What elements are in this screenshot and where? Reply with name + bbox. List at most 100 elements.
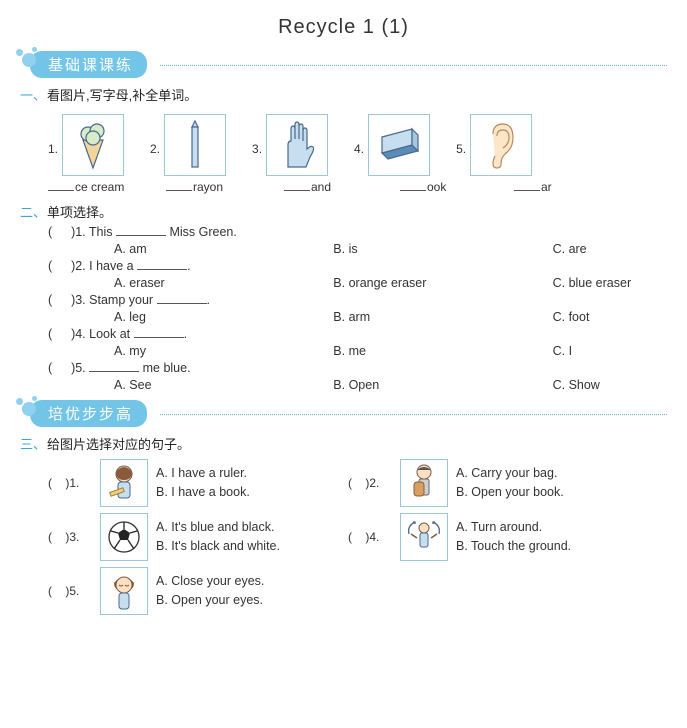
q-number: )2. xyxy=(71,259,86,273)
part1-item: 5. xyxy=(456,114,532,176)
mc-question: ( )2. I have a . xyxy=(48,259,667,273)
answer-paren[interactable]: ( xyxy=(48,293,71,307)
option-b[interactable]: B. me xyxy=(333,344,552,358)
part1-item: 4. xyxy=(354,114,430,176)
answer-paren[interactable]: ( )2. xyxy=(348,476,392,490)
answer-paren[interactable]: ( )4. xyxy=(348,530,392,544)
answer-paren[interactable]: ( xyxy=(48,259,71,273)
word-blank[interactable]: ar xyxy=(514,180,592,194)
pic-options: A. Carry your bag. B. Open your book. xyxy=(456,464,564,502)
option-a[interactable]: A. eraser xyxy=(114,276,333,290)
ear-icon xyxy=(470,114,532,176)
turn-around-icon xyxy=(400,513,448,561)
answer-paren[interactable]: ( )1. xyxy=(48,476,92,490)
bubble-deco-icon xyxy=(16,45,42,71)
part1-item: 1. xyxy=(48,114,124,176)
mc-options: A. am B. is C. are xyxy=(114,242,667,256)
word-blank[interactable]: and xyxy=(284,180,362,194)
worksheet-page: Recycle 1 (1) 基础课课练 一、看图片,写字母,补全单词。 1. 2… xyxy=(0,0,687,641)
pic-option-a[interactable]: A. It's blue and black. xyxy=(156,518,280,537)
item-index: 1. xyxy=(48,142,58,156)
pic-option-a[interactable]: A. Carry your bag. xyxy=(456,464,564,483)
part1-word-row: ce cream rayon and ook ar xyxy=(20,178,667,198)
q-stem: Stamp your . xyxy=(89,293,210,307)
pic-options: A. Close your eyes. B. Open your eyes. xyxy=(156,572,264,610)
option-c[interactable]: C. blue eraser xyxy=(553,276,667,290)
football-icon xyxy=(100,513,148,561)
word-suffix: ce cream xyxy=(75,180,124,194)
pic-option-a[interactable]: A. Close your eyes. xyxy=(156,572,264,591)
word-blank[interactable]: ce cream xyxy=(48,180,126,194)
part1-image-row: 1. 2. 3. 4. 5. xyxy=(20,108,667,178)
pic-pair: ( )5. A. Close your eyes. B. Open your e… xyxy=(48,567,348,615)
option-c[interactable]: C. are xyxy=(553,242,667,256)
close-eyes-icon xyxy=(100,567,148,615)
option-b[interactable]: B. Open xyxy=(333,378,552,392)
mc-options: A. eraser B. orange eraser C. blue erase… xyxy=(114,276,667,290)
pic-option-a[interactable]: A. Turn around. xyxy=(456,518,571,537)
option-c[interactable]: C. foot xyxy=(553,310,667,324)
section-badge-basic: 基础课课练 xyxy=(30,51,147,78)
pic-pair: ( )2. A. Carry your bag. B. Open your bo… xyxy=(348,459,648,507)
word-suffix: ar xyxy=(541,180,552,194)
option-b[interactable]: B. arm xyxy=(333,310,552,324)
option-a[interactable]: A. See xyxy=(114,378,333,392)
word-suffix: rayon xyxy=(193,180,223,194)
mc-question: ( )5. me blue. xyxy=(48,361,667,375)
page-title: Recycle 1 (1) xyxy=(20,16,667,39)
answer-paren[interactable]: ( )5. xyxy=(48,584,92,598)
mc-question: ( )3. Stamp your . xyxy=(48,293,667,307)
pic-row: ( )3. A. It's blue and black. B. It's bl… xyxy=(48,513,667,561)
pic-option-b[interactable]: B. Open your book. xyxy=(456,483,564,502)
option-b[interactable]: B. orange eraser xyxy=(333,276,552,290)
word-suffix: ook xyxy=(427,180,446,194)
option-a[interactable]: A. my xyxy=(114,344,333,358)
section-header-advanced: 培优步步高 xyxy=(20,400,667,430)
mc-question: ( )4. Look at . xyxy=(48,327,667,341)
option-a[interactable]: A. am xyxy=(114,242,333,256)
pic-option-b[interactable]: B. It's black and white. xyxy=(156,537,280,556)
word-suffix: and xyxy=(311,180,331,194)
pic-pair: ( )3. A. It's blue and black. B. It's bl… xyxy=(48,513,348,561)
part1-item: 3. xyxy=(252,114,328,176)
pic-option-b[interactable]: B. Open your eyes. xyxy=(156,591,264,610)
pic-options: A. It's blue and black. B. It's black an… xyxy=(156,518,280,556)
answer-paren[interactable]: ( xyxy=(48,225,71,239)
q-stem: I have a . xyxy=(89,259,190,273)
pic-option-b[interactable]: B. Touch the ground. xyxy=(456,537,571,556)
section-header-basic: 基础课课练 xyxy=(20,51,667,81)
part2-text: 单项选择。 xyxy=(47,205,112,220)
answer-paren[interactable]: ( xyxy=(48,327,71,341)
girl-ruler-icon xyxy=(100,459,148,507)
answer-paren[interactable]: ( )3. xyxy=(48,530,92,544)
item-index: 4. xyxy=(354,142,364,156)
answer-paren[interactable]: ( xyxy=(48,361,71,375)
part2-heading: 二、单项选择。 xyxy=(20,202,667,221)
pic-option-b[interactable]: B. I have a book. xyxy=(156,483,250,502)
pic-row: ( )1. A. I have a ruler. B. I have a boo… xyxy=(48,459,667,507)
part3-heading: 三、给图片选择对应的句子。 xyxy=(20,434,667,453)
option-b[interactable]: B. is xyxy=(333,242,552,256)
crayon-icon xyxy=(164,114,226,176)
picture-match-block: ( )1. A. I have a ruler. B. I have a boo… xyxy=(20,459,667,615)
option-c[interactable]: C. I xyxy=(553,344,667,358)
section-badge-advanced: 培优步步高 xyxy=(30,400,147,427)
option-a[interactable]: A. leg xyxy=(114,310,333,324)
part3-text: 给图片选择对应的句子。 xyxy=(47,437,190,452)
option-c[interactable]: C. Show xyxy=(553,378,667,392)
mc-question: ( )1. This Miss Green. xyxy=(48,225,667,239)
pic-options: A. I have a ruler. B. I have a book. xyxy=(156,464,250,502)
pic-row: ( )5. A. Close your eyes. B. Open your e… xyxy=(48,567,667,615)
pic-pair: ( )4. A. Turn around. B. Touch the groun… xyxy=(348,513,648,561)
q-stem: me blue. xyxy=(89,361,190,375)
q-number: )4. xyxy=(71,327,86,341)
word-blank[interactable]: ook xyxy=(400,180,478,194)
part1-heading: 一、看图片,写字母,补全单词。 xyxy=(20,85,667,104)
mc-options: A. my B. me C. I xyxy=(114,344,667,358)
pic-options: A. Turn around. B. Touch the ground. xyxy=(456,518,571,556)
mc-options: A. leg B. arm C. foot xyxy=(114,310,667,324)
part1-text: 看图片,写字母,补全单词。 xyxy=(47,88,197,103)
q-number: )1. xyxy=(71,225,86,239)
pic-option-a[interactable]: A. I have a ruler. xyxy=(156,464,250,483)
word-blank[interactable]: rayon xyxy=(166,180,244,194)
